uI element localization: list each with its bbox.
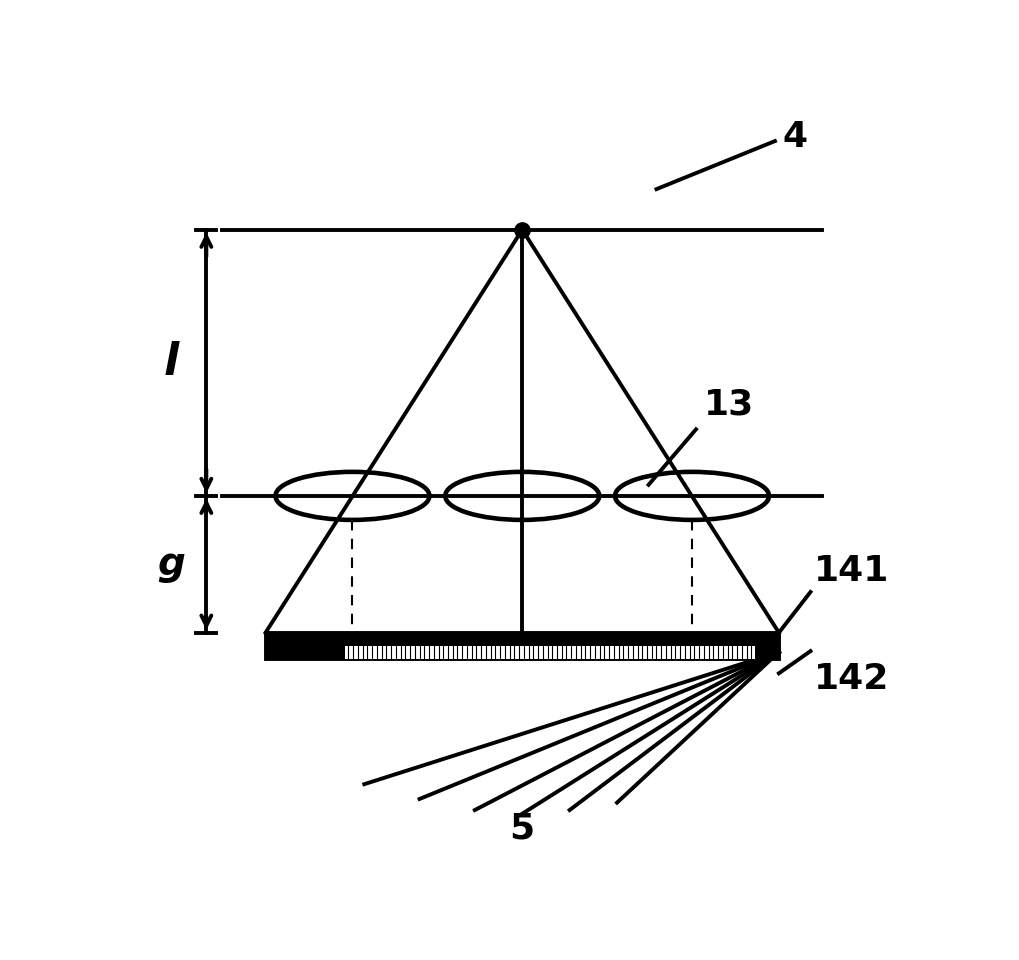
Bar: [266, 645, 344, 659]
Text: 141: 141: [814, 554, 890, 588]
Bar: [344, 645, 755, 659]
Text: 5: 5: [510, 811, 535, 846]
Text: l: l: [163, 342, 178, 384]
Text: 142: 142: [814, 662, 890, 696]
Bar: [755, 645, 774, 659]
Text: 13: 13: [704, 388, 754, 422]
Bar: [763, 645, 774, 659]
Bar: [763, 645, 779, 659]
Text: 4: 4: [783, 120, 807, 155]
Bar: [266, 633, 779, 659]
Text: g: g: [157, 545, 184, 584]
